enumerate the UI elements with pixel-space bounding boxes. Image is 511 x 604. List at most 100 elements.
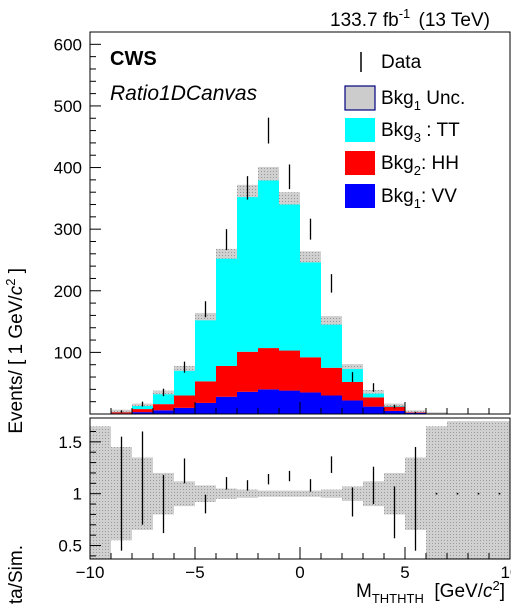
- bar-bkg2-bin-4: [174, 395, 195, 408]
- bar-bkg2-bin-7: [237, 351, 258, 392]
- top-y-tick-label-100: 100: [54, 343, 82, 362]
- unc-swatch-icon: [344, 85, 376, 111]
- ratio-x-axis: −10 −5 0 5 10: [76, 547, 511, 582]
- top-y-axis-label: Events/ [ 1 GeV/c2 ]: [3, 268, 27, 434]
- bar-bkg1-bin-6: [216, 396, 237, 414]
- ratio-marker-2: [477, 492, 480, 495]
- ratio-y-axis: 0.5 1 1.5: [58, 430, 101, 557]
- svg-text:Bkg3 : TT: Bkg3 : TT: [381, 120, 460, 145]
- brand-label: CWS: [110, 48, 157, 70]
- legend-entry-bkg1-unc: Bkg1 Unc.: [344, 85, 465, 113]
- bar-bkg2-bin-10: [300, 357, 321, 393]
- x-tick-label-10: 10: [501, 563, 511, 582]
- lumi-energy: (13 TeV): [419, 10, 490, 31]
- bkg3-swatch-icon: [345, 118, 375, 142]
- bar-bkg2-bin-13: [363, 397, 384, 407]
- bar-bkg1-bin-12: [342, 400, 363, 414]
- x-tick-label-5: 5: [400, 563, 409, 582]
- bar-bkg1-bin-13: [363, 406, 384, 414]
- bar-bkg2-bin-12: [342, 381, 363, 401]
- bar-bkg3-bin-2: [132, 404, 153, 410]
- bar-bkg1-bin-10: [300, 392, 321, 414]
- legend-entry-bkg3: Bkg3 : TT: [345, 118, 460, 145]
- bar-bkg1-bin-3: [153, 410, 174, 414]
- bar-bkg1-bin-4: [174, 407, 195, 414]
- canvas-name-label: Ratio1DCanvas: [110, 82, 258, 105]
- legend-entry-data: Data: [360, 52, 422, 73]
- bar-bkg2-bin-5: [195, 381, 216, 403]
- top-x-axis-ticks: [89, 402, 511, 414]
- top-y-tick-label-500: 500: [54, 97, 82, 116]
- lumi-value: 133.7 fb: [330, 10, 399, 31]
- ratio-band-bin-6: [216, 488, 237, 499]
- unc-band-bin-6: [216, 248, 237, 259]
- ratio-band-bin-4: [174, 481, 195, 507]
- bkg2-swatch-icon: [345, 151, 375, 175]
- bar-bkg3-bin-8: [258, 173, 279, 349]
- x-tick-label-0: 0: [295, 563, 304, 582]
- ratio-band-bin-19: [489, 421, 510, 559]
- bar-bkg2-bin-3: [153, 404, 174, 411]
- unc-band-bin-11: [321, 316, 342, 325]
- ratio-band-bin-8: [258, 490, 279, 497]
- top-y-axis: 100 200 300 400 500 600: [54, 35, 101, 403]
- bar-bkg3-bin-13: [363, 391, 384, 398]
- bar-bkg1-bin-7: [237, 391, 258, 414]
- unc-band-bin-15: [405, 410, 426, 413]
- bar-bkg1-bin-8: [258, 389, 279, 414]
- ratio-band-bin-16: [426, 426, 447, 559]
- legend-entry-bkg1: Bkg1: VV: [345, 184, 457, 211]
- lumi-label: 133.7 fb-1 (13 TeV): [330, 6, 490, 31]
- ratio-marker-1: [456, 492, 459, 495]
- unc-band-bin-12: [342, 364, 363, 370]
- ratio-marker-0: [435, 492, 438, 495]
- bar-bkg3-bin-9: [279, 198, 300, 351]
- bar-bkg2-bin-11: [321, 367, 342, 396]
- ratio-plot-pad: 0.5 1 1.5 −10 −5 0 5 10 Data/Sim. MTHTHTH [GeV…: [6, 417, 511, 604]
- svg-text:Bkg2: HH: Bkg2: HH: [381, 153, 459, 178]
- top-y-tick-label-600: 600: [54, 35, 82, 54]
- legend: Data Bkg1 Unc. Bkg3 : TT Bkg2: HH Bkg1: …: [344, 52, 465, 211]
- bar-bkg1-bin-14: [384, 410, 405, 414]
- ratio-band-bin-10: [300, 490, 321, 497]
- ratio-band-bin-18: [468, 421, 489, 559]
- ratio-y-tick-label-0.5: 0.5: [58, 537, 82, 556]
- top-y-tick-label-400: 400: [54, 159, 82, 178]
- ratio-points: [120, 431, 501, 551]
- bar-bkg1-bin-9: [279, 390, 300, 414]
- bar-bkg2-bin-9: [279, 350, 300, 391]
- data-points: [120, 117, 417, 414]
- bar-bkg3-bin-6: [216, 253, 237, 366]
- bar-bkg3-bin-5: [195, 316, 216, 382]
- legend-entry-bkg2: Bkg2: HH: [345, 151, 459, 178]
- bar-bkg2-bin-14: [384, 406, 405, 411]
- ratio-band-bin-17: [447, 421, 468, 559]
- bar-bkg2-bin-2: [132, 409, 153, 413]
- ratio-band-bin-5: [195, 485, 216, 502]
- ratio-band-bin-11: [321, 489, 342, 498]
- bar-bkg2-bin-1: [111, 412, 132, 414]
- top-y-tick-label-300: 300: [54, 220, 82, 239]
- ratio-y-axis-label: Data/Sim.: [6, 545, 27, 604]
- unc-band-bin-9: [279, 192, 300, 205]
- ratio-y-tick-label-1.5: 1.5: [58, 433, 82, 452]
- bar-bkg2-bin-6: [216, 365, 237, 397]
- bar-bkg2-bin-8: [258, 348, 279, 390]
- unc-band-bin-8: [258, 166, 279, 181]
- svg-text:Bkg1: VV: Bkg1: VV: [381, 186, 457, 211]
- bar-bkg1-bin-11: [321, 395, 342, 414]
- bar-bkg3-bin-10: [300, 256, 321, 358]
- ratio-band-bin-7: [237, 489, 258, 498]
- unc-band-bin-16: [426, 412, 447, 415]
- ratio-marker-3: [498, 492, 501, 495]
- ratio-y-tick-label-1: 1: [73, 485, 82, 504]
- bar-bkg3-bin-3: [153, 392, 174, 405]
- bar-bkg1-bin-2: [132, 412, 153, 414]
- bar-bkg3-bin-11: [321, 320, 342, 368]
- bar-bkg1-bin-5: [195, 402, 216, 414]
- stack-histogram: [111, 166, 447, 415]
- unc-band-bin-10: [300, 251, 321, 263]
- svg-text:Bkg1 Unc.: Bkg1 Unc.: [381, 88, 465, 113]
- bkg1-swatch-icon: [345, 184, 375, 208]
